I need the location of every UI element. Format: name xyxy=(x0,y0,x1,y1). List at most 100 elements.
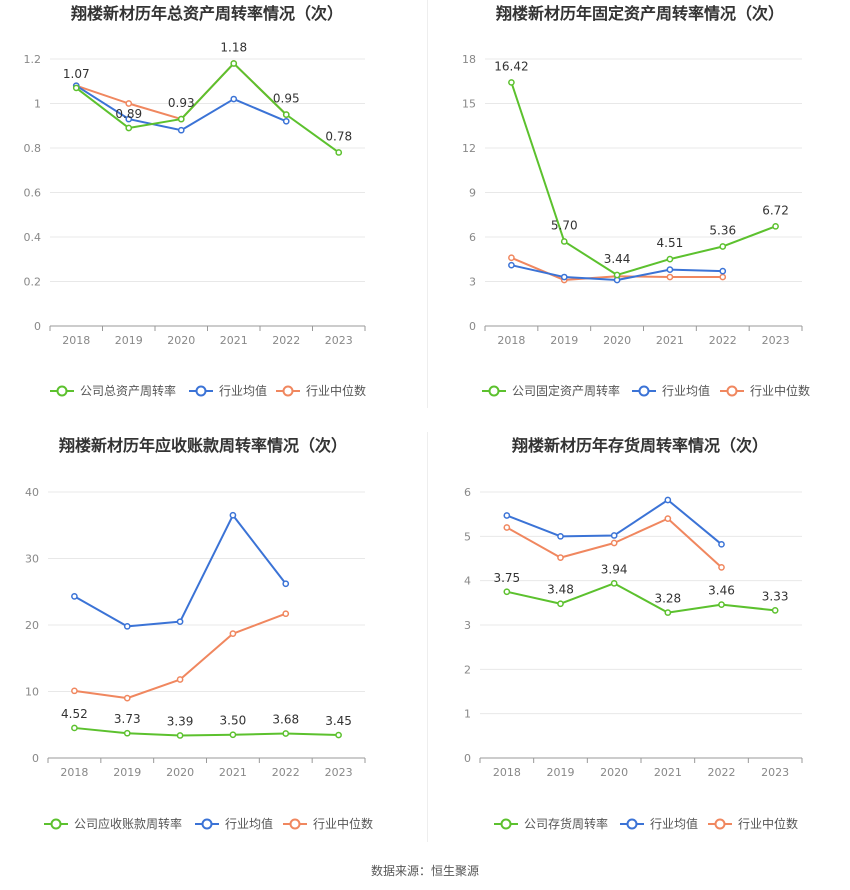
x-tick-label: 2018 xyxy=(60,766,88,779)
legend-label: 公司应收账款周转率 xyxy=(74,816,182,831)
y-tick-label: 40 xyxy=(25,486,39,499)
data-label: 3.68 xyxy=(272,713,299,727)
legend-label: 行业均值 xyxy=(219,383,267,398)
data-label: 3.33 xyxy=(762,589,789,603)
legend-item-company: 公司应收账款周转率 xyxy=(44,816,182,831)
data-point-company xyxy=(718,601,725,608)
data-point-company xyxy=(123,729,131,737)
x-tick-label: 2021 xyxy=(656,334,684,347)
x-tick-label: 2019 xyxy=(547,766,575,779)
data-label: 4.52 xyxy=(61,707,88,721)
data-point-company xyxy=(503,588,511,596)
y-tick-label: 0 xyxy=(34,320,41,333)
data-point-avg xyxy=(666,266,674,273)
data-point-avg xyxy=(230,95,238,103)
data-point-company xyxy=(772,222,779,230)
data-point-company xyxy=(176,732,184,739)
x-tick-label: 2023 xyxy=(762,334,790,347)
legend-item-avg: 行业均值 xyxy=(632,383,710,398)
x-tick-label: 2019 xyxy=(550,334,578,347)
y-tick-label: 0 xyxy=(464,752,471,765)
data-point-avg xyxy=(610,532,618,539)
data-point-avg xyxy=(719,267,727,275)
y-tick-label: 6 xyxy=(464,486,471,499)
data-point-company xyxy=(610,579,618,587)
data-point-median xyxy=(176,676,184,683)
data-point-company xyxy=(335,731,342,739)
x-tick-label: 2020 xyxy=(167,334,195,347)
data-point-median xyxy=(664,515,672,522)
data-label: 1.07 xyxy=(63,67,90,81)
legend-swatch-marker xyxy=(638,385,650,397)
x-tick-label: 2021 xyxy=(220,334,248,347)
x-tick-label: 2022 xyxy=(272,766,300,779)
chart-1: 翔楼新材历年总资产周转率情况（次） 0 0.2 0.4 0.6 0.8 1 1.2 2018 20… xyxy=(24,4,367,398)
data-point-median xyxy=(508,254,515,262)
x-tick-label: 2018 xyxy=(493,766,521,779)
data-label: 0.93 xyxy=(168,96,195,110)
chart-2: 翔楼新材历年固定资产周转率情况（次） 0 3 6 9 12 15 18 2018 2019 2020… xyxy=(462,4,810,398)
y-tick-label: 0.2 xyxy=(24,276,42,289)
legend-item-company: 公司总资产周转率 xyxy=(50,383,176,398)
data-point-avg xyxy=(557,532,564,540)
legend-label: 行业中位数 xyxy=(750,383,810,398)
data-point-median xyxy=(718,564,725,571)
data-point-median xyxy=(666,273,674,281)
y-tick-label: 1.2 xyxy=(24,53,42,66)
legend-swatch-marker xyxy=(500,818,512,830)
data-point-median xyxy=(282,610,290,618)
data-label: 3.50 xyxy=(220,714,247,728)
x-tick-label: 2020 xyxy=(166,766,194,779)
legend-item-avg: 行业均值 xyxy=(620,816,698,831)
legend-swatch-marker xyxy=(195,385,207,397)
legend-swatch-marker xyxy=(282,385,294,397)
legend-label: 行业中位数 xyxy=(306,383,366,398)
data-point-company xyxy=(508,79,515,86)
data-point-company xyxy=(557,600,564,608)
y-tick-label: 0 xyxy=(32,752,39,765)
data-point-company xyxy=(72,84,80,92)
legend-swatch-marker xyxy=(56,385,68,397)
y-tick-label: 0.8 xyxy=(24,142,42,155)
data-point-company xyxy=(666,255,674,263)
legend-label: 行业均值 xyxy=(650,816,698,831)
chart-3: 翔楼新材历年应收账款周转率情况（次） 0 10 20 30 40 2018 2019 2020 2… xyxy=(25,436,373,831)
data-label: 0.89 xyxy=(115,107,142,121)
data-point-avg xyxy=(71,593,78,600)
data-label: 16.42 xyxy=(494,59,528,73)
data-label: 4.51 xyxy=(657,236,684,250)
data-label: 5.36 xyxy=(709,223,736,237)
chart-title: 翔楼新材历年应收账款周转率情况（次） xyxy=(58,436,347,455)
data-point-company xyxy=(719,243,727,250)
y-tick-label: 20 xyxy=(25,619,39,632)
series-line-avg xyxy=(73,514,287,628)
series-line-median xyxy=(74,612,287,700)
x-tick-label: 2019 xyxy=(113,766,141,779)
x-tick-label: 2019 xyxy=(115,334,143,347)
x-tick-label: 2023 xyxy=(325,766,353,779)
legend-item-avg: 行业均值 xyxy=(189,383,267,398)
legend-label: 行业中位数 xyxy=(738,816,798,831)
legend-swatch-marker xyxy=(289,818,301,830)
x-tick-label: 2022 xyxy=(709,334,737,347)
data-point-company xyxy=(71,724,78,732)
x-tick-label: 2021 xyxy=(219,766,247,779)
chart-title: 翔楼新材历年存货周转率情况（次） xyxy=(511,436,768,455)
data-label: 5.70 xyxy=(551,218,578,232)
legend-swatch-marker xyxy=(726,385,738,397)
series-line-company xyxy=(506,582,776,614)
data-point-company xyxy=(177,115,185,123)
data-point-avg xyxy=(503,512,511,519)
legend-swatch-marker xyxy=(50,818,62,830)
x-tick-label: 2023 xyxy=(761,766,789,779)
data-point-avg xyxy=(282,580,290,588)
legend-item-median: 行业中位数 xyxy=(720,383,810,398)
data-label: 3.46 xyxy=(708,584,735,598)
y-tick-label: 0.6 xyxy=(24,187,42,200)
data-point-avg xyxy=(125,115,133,123)
data-point-company xyxy=(125,124,133,132)
data-label: 3.44 xyxy=(604,252,631,266)
x-tick-label: 2020 xyxy=(603,334,631,347)
data-point-median xyxy=(610,539,618,547)
